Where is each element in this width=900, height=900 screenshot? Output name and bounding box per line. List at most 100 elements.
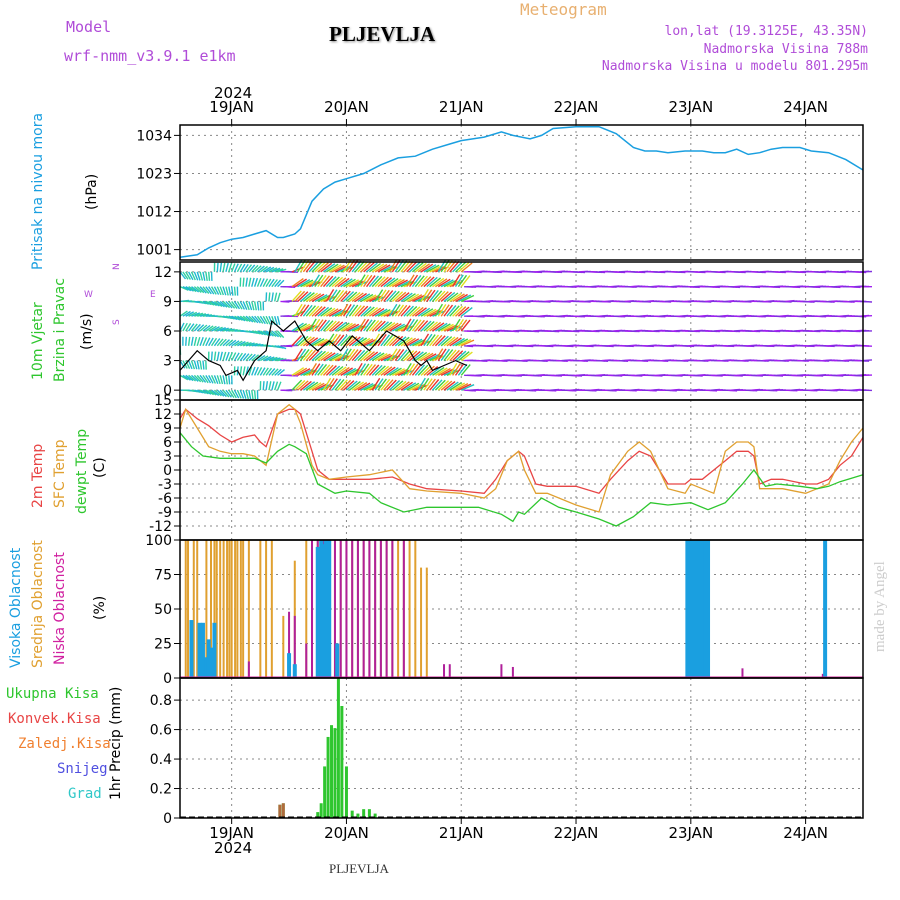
wind-barb — [277, 268, 287, 273]
wind-barb — [343, 291, 355, 302]
wind-barb — [322, 320, 334, 332]
wind-barb — [225, 286, 229, 296]
wind-barb — [369, 352, 382, 362]
wind-barb — [380, 334, 391, 347]
wind-barb — [457, 363, 468, 376]
wind-barb — [190, 336, 194, 346]
ytick-label: 0 — [163, 811, 172, 827]
wind-barb — [191, 312, 201, 317]
wind-barb — [276, 316, 281, 326]
wind-barb — [862, 300, 873, 303]
wind-barb — [317, 339, 331, 347]
ytick-label: -12 — [149, 519, 172, 535]
wind-barb — [202, 374, 209, 384]
wind-barb — [409, 350, 421, 362]
total-precip-bar — [323, 766, 327, 818]
wind-barb — [190, 271, 196, 281]
wind-barb — [454, 319, 464, 332]
wind-barb — [435, 278, 448, 288]
wind-barb — [325, 276, 337, 288]
legend-snow: Snijeg — [57, 761, 108, 777]
total-precip-bar — [373, 813, 377, 818]
wind-barb — [423, 276, 435, 288]
wind-barb — [277, 279, 285, 288]
ytick-label: 25 — [154, 637, 172, 653]
wind-barb — [277, 358, 287, 362]
wind-barb — [302, 336, 315, 347]
wind-barb — [234, 340, 243, 347]
wind-barb — [446, 369, 461, 377]
legend-frz-rain: Zaledj.Kisa — [18, 736, 111, 752]
wind-barb — [354, 305, 366, 317]
wind-barb — [366, 307, 379, 317]
wind-barb — [406, 318, 415, 332]
mid-cloud-bar — [425, 567, 428, 677]
wind-barb — [449, 349, 460, 362]
wind-barb — [374, 352, 388, 362]
wind-barb — [351, 349, 362, 362]
wind-barb — [412, 383, 426, 391]
wind-barb — [211, 300, 220, 307]
high-cloud-bar — [206, 639, 211, 677]
wind-barb — [443, 291, 456, 302]
wind-barb — [434, 303, 444, 317]
wind-barb — [210, 375, 217, 384]
high-cloud-bar — [699, 540, 704, 677]
wind-barb — [423, 378, 433, 391]
low-cloud-bar — [288, 611, 291, 677]
high-cloud-bar — [200, 622, 205, 677]
wind-barb — [377, 308, 391, 317]
wind-barb — [377, 365, 390, 376]
wind-barb — [366, 294, 380, 303]
wind-barb — [455, 261, 467, 273]
wind-barb — [259, 355, 269, 362]
low-cloud-bar — [402, 540, 405, 677]
wind-barb — [256, 367, 263, 376]
wind-barb — [331, 321, 344, 332]
wind-barb — [300, 279, 314, 288]
wind-barb — [389, 379, 401, 391]
wind-barb — [360, 319, 370, 332]
wind-barb — [452, 305, 463, 317]
wind-barb — [179, 285, 189, 291]
wind-barb — [412, 306, 424, 317]
wind-barb — [340, 303, 349, 317]
wind-barb — [377, 378, 387, 391]
wind-barb — [331, 353, 346, 362]
compass-w: W — [84, 290, 93, 300]
high-cloud-bar — [212, 622, 217, 677]
wind-barb — [429, 334, 440, 347]
wind-barb — [460, 275, 471, 288]
wind-barb — [308, 363, 317, 376]
wind-barb — [245, 264, 253, 273]
wind-barb — [228, 300, 236, 309]
wind-barb — [457, 262, 470, 273]
wind-barb — [340, 322, 353, 332]
low-cloud-bar — [305, 643, 308, 677]
wind-barb — [349, 279, 363, 288]
conv-precip-bar — [278, 804, 282, 818]
ytick-label: 6 — [163, 435, 172, 451]
wind-barb — [322, 377, 332, 391]
low-cloud-bar — [443, 664, 446, 677]
wind-barb — [302, 381, 316, 391]
wind-barb — [440, 336, 453, 347]
wind-barb — [288, 330, 299, 333]
wind-barb — [248, 390, 252, 400]
wind-barb — [357, 274, 366, 288]
ytick-label: 75 — [154, 568, 172, 584]
wind-barb — [251, 390, 254, 400]
wind-barb — [440, 348, 450, 361]
wind-barb — [331, 289, 341, 302]
mid-cloud-bar — [397, 540, 400, 677]
wind-barb — [460, 364, 471, 376]
wind-barb — [457, 351, 470, 362]
wind-barb — [328, 289, 338, 302]
wind-barb — [239, 389, 245, 399]
ytick-label: 0.6 — [150, 723, 172, 739]
wind-barb — [242, 301, 248, 310]
wind-barb — [386, 379, 397, 391]
wind-barb — [455, 293, 468, 303]
wind-barb — [429, 366, 442, 376]
wind-barb — [360, 382, 374, 391]
